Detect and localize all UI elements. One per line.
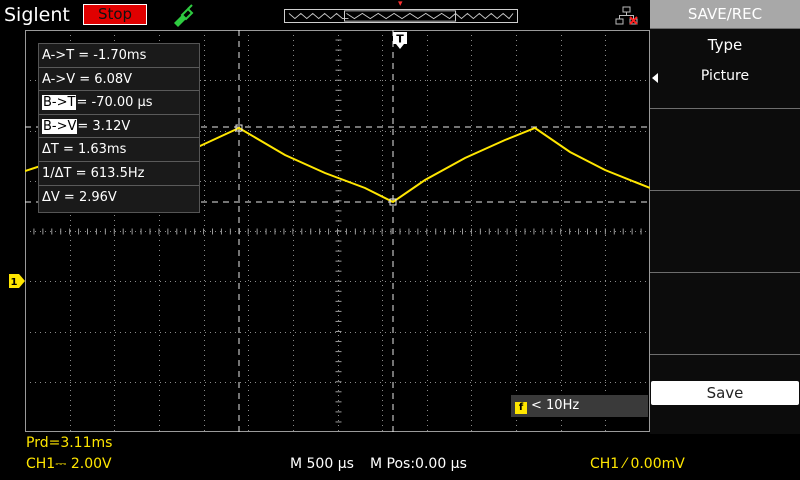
cursor-readout-panel: A->T = -1.70ms A->V = 6.08V B->T= -70.00… — [38, 43, 200, 213]
timebase-readout[interactable]: M 500 µs — [290, 456, 354, 472]
menu-type-label: Type — [707, 36, 743, 54]
cursor-a-intersection — [235, 124, 243, 132]
cursor-b-time-label: B->T — [42, 95, 77, 111]
cursor-delta-time: ΔT = 1.63ms — [39, 138, 199, 162]
cursor-a-volt: A->V = 6.08V — [39, 68, 199, 92]
cursor-delta-volt: ΔV = 2.96V — [42, 189, 117, 205]
cursor-a-time: A->T = -1.70ms — [39, 44, 199, 68]
probe-icon — [174, 4, 194, 27]
menu-type-cycle-arrow — [652, 73, 658, 83]
brand-logo: Siglent — [4, 4, 70, 26]
trigger-position-marker: ▾ — [398, 0, 403, 9]
top-bar: Siglent Stop ▾ — [0, 0, 650, 30]
menu-title: SAVE/REC — [650, 0, 800, 28]
channel1-ground-marker[interactable]: 1 — [9, 274, 25, 288]
horizontal-position-readout[interactable]: M Pos:0.00 µs — [370, 456, 467, 472]
cursor-b-volt-row: B->V= 3.12V — [39, 115, 199, 139]
cursor-b-time-row: B->T= -70.00 µs — [39, 91, 199, 115]
ch1-scale-readout[interactable]: CH1⎓ 2.00V — [26, 456, 112, 472]
trigger-time-marker: T — [393, 32, 407, 49]
menu-slot-2[interactable] — [650, 108, 800, 190]
network-disconnected-icon — [615, 6, 638, 25]
cursor-b-time-value: = -70.00 µs — [76, 95, 153, 111]
graticule-border — [25, 30, 650, 432]
frequency-icon: f — [515, 402, 527, 414]
cursor-inverse-delta-time: 1/ΔT = 613.5Hz — [39, 162, 199, 186]
cursor-b-volt-value: = 3.12V — [77, 118, 131, 134]
memory-depth-strip — [284, 9, 518, 23]
trigger-setting-readout[interactable]: CH1 ⁄ 0.00mV — [590, 456, 685, 472]
svg-text:T: T — [396, 33, 404, 46]
waveform-display[interactable] — [25, 30, 650, 432]
menu-type-value: Picture — [700, 68, 750, 84]
softkey-menu: SAVE/REC Type Picture Save — [650, 0, 800, 480]
run-stop-indicator[interactable]: Stop — [83, 4, 147, 25]
menu-slot-4[interactable] — [650, 272, 800, 354]
status-bar: Prd=3.11ms CH1⎓ 2.00V M 500 µs M Pos:0.0… — [0, 432, 800, 480]
menu-type-option[interactable]: Type Picture — [650, 28, 800, 108]
menu-slot-3[interactable] — [650, 190, 800, 272]
trigger-frequency-value: < 10Hz — [531, 398, 580, 413]
cursor-b-volt-label: B->V — [42, 118, 78, 134]
save-button[interactable]: Save — [651, 381, 799, 405]
cursor-b-intersection — [389, 198, 397, 206]
period-readout: Prd=3.11ms — [26, 435, 113, 451]
trigger-frequency-readout: f < 10Hz — [511, 395, 648, 417]
svg-text:1: 1 — [11, 277, 18, 288]
